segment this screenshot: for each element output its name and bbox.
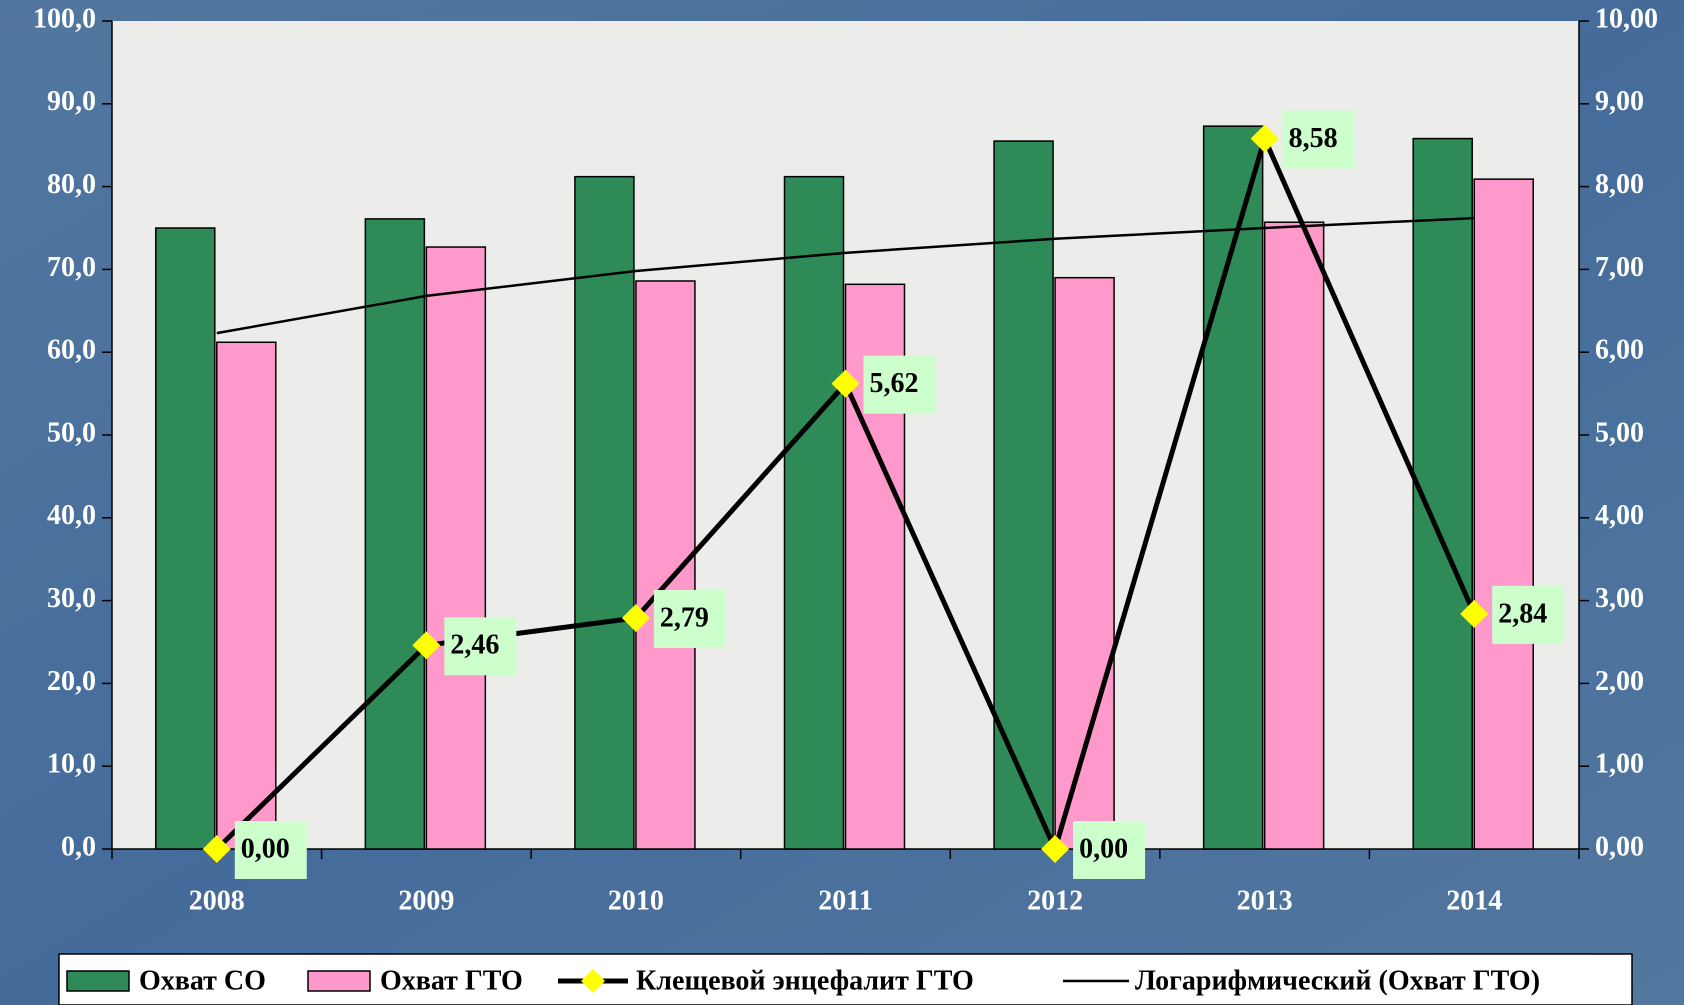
bar <box>574 175 635 850</box>
bar <box>993 140 1054 850</box>
y2-tick-label: 0,00 <box>1595 831 1644 862</box>
value-label: 2,84 <box>1498 598 1547 629</box>
y-tick-label: 0,0 <box>61 831 96 862</box>
value-label: 5,62 <box>870 368 919 399</box>
marker <box>1250 124 1279 153</box>
bar <box>1263 221 1325 850</box>
value-label: 0,00 <box>241 833 290 864</box>
value-label-bg <box>863 355 936 414</box>
bar <box>783 175 845 850</box>
x-tick-label: 2014 <box>1446 885 1502 916</box>
legend-marker <box>581 969 605 993</box>
legend-label: Клещевой энцефалит ГТО <box>636 965 974 996</box>
value-label-bg <box>1282 110 1355 169</box>
y-tick-label: 100,0 <box>33 3 96 34</box>
x-tick-label: 2012 <box>1027 885 1083 916</box>
legend-label: Охват СО <box>139 965 266 996</box>
y-tick-label: 90,0 <box>47 86 96 117</box>
value-label-bg <box>1073 821 1146 879</box>
bar <box>1202 125 1264 850</box>
bar <box>155 227 216 850</box>
y-tick-label: 60,0 <box>47 335 96 366</box>
bar <box>1473 178 1534 850</box>
value-label-bg <box>653 589 726 648</box>
value-label: 2,79 <box>660 602 709 633</box>
marker <box>1041 835 1070 863</box>
value-label-bg <box>1492 585 1565 644</box>
y2-tick-label: 9,00 <box>1595 86 1644 117</box>
x-tick-label: 2010 <box>608 885 664 916</box>
y2-tick-label: 5,00 <box>1595 417 1644 448</box>
y2-tick-label: 6,00 <box>1595 335 1644 366</box>
bar <box>364 218 426 850</box>
marker <box>831 369 860 398</box>
bar <box>216 341 277 850</box>
bar <box>1054 276 1115 850</box>
legend-label: Логарифмический (Охват ГТО) <box>1135 965 1540 996</box>
marker <box>202 835 231 863</box>
x-tick-label: 2011 <box>818 885 872 916</box>
y2-tick-label: 3,00 <box>1595 583 1644 614</box>
legend-swatch <box>66 970 130 992</box>
y-tick-label: 20,0 <box>47 666 96 697</box>
y-tick-label: 50,0 <box>47 417 96 448</box>
y-tick-label: 80,0 <box>47 169 96 200</box>
x-tick-label: 2013 <box>1237 885 1293 916</box>
y2-tick-label: 7,00 <box>1595 252 1644 283</box>
value-label: 0,00 <box>1079 833 1128 864</box>
y2-tick-label: 1,00 <box>1595 749 1644 780</box>
trend-line <box>216 216 1475 335</box>
bar <box>425 246 487 850</box>
value-label-bg <box>234 821 307 879</box>
y2-tick-label: 2,00 <box>1595 666 1644 697</box>
y2-tick-label: 10,00 <box>1595 3 1658 34</box>
y2-tick-label: 4,00 <box>1595 500 1644 531</box>
y-tick-label: 70,0 <box>47 252 96 283</box>
x-tick-label: 2009 <box>398 885 454 916</box>
y-tick-label: 10,0 <box>47 749 96 780</box>
marker <box>1460 599 1489 628</box>
marker <box>412 631 441 660</box>
legend-label: Охват ГТО <box>380 965 523 996</box>
x-tick-label: 2008 <box>189 885 245 916</box>
marker <box>621 603 650 632</box>
value-label-bg <box>444 617 517 676</box>
value-label: 2,46 <box>450 630 499 661</box>
y-tick-label: 30,0 <box>47 583 96 614</box>
legend-swatch <box>307 970 371 992</box>
value-label: 8,58 <box>1289 123 1338 154</box>
y2-tick-label: 8,00 <box>1595 169 1644 200</box>
y-tick-label: 40,0 <box>47 500 96 531</box>
